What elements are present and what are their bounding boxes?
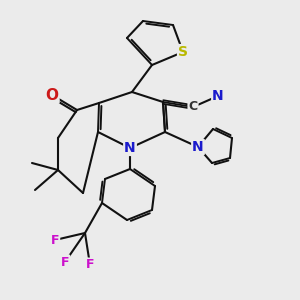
Text: F: F [61, 256, 69, 268]
Text: S: S [178, 45, 188, 59]
Text: N: N [124, 141, 136, 155]
Text: N: N [192, 140, 204, 154]
Text: C: C [188, 100, 198, 113]
Text: O: O [46, 88, 59, 103]
Text: F: F [51, 233, 59, 247]
Text: N: N [212, 89, 224, 103]
Text: F: F [86, 259, 94, 272]
